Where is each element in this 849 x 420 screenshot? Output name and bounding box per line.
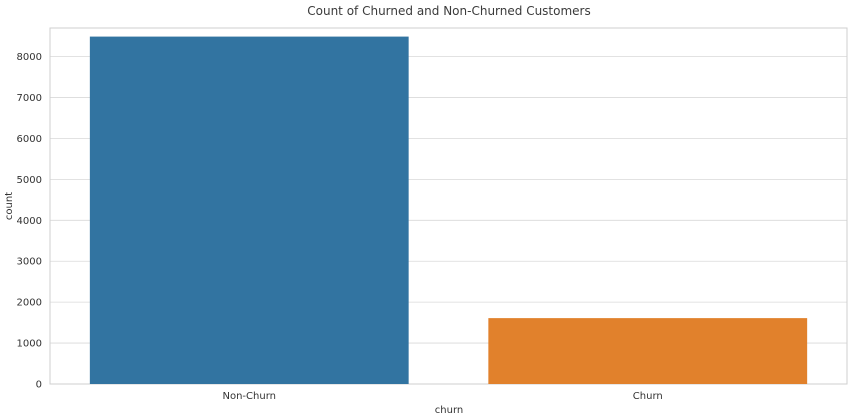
bars <box>89 36 808 384</box>
y-tick-label: 7000 <box>17 93 42 104</box>
y-tick-label: 4000 <box>17 216 42 227</box>
bar-non-churn <box>89 36 409 384</box>
y-tick-label: 0 <box>36 380 42 391</box>
y-axis-ticks: 0 1000 2000 3000 4000 5000 6000 7000 8000 <box>17 52 42 390</box>
x-axis-ticks: Non-Churn Churn <box>223 391 663 402</box>
y-tick-label: 6000 <box>17 134 42 145</box>
plot-frame <box>49 27 848 385</box>
bar-churn <box>488 318 808 384</box>
x-tick-label: Non-Churn <box>223 391 276 402</box>
y-tick-label: 3000 <box>17 257 42 268</box>
x-tick-label: Churn <box>633 391 663 402</box>
y-tick-label: 1000 <box>17 339 42 350</box>
y-tick-label: 2000 <box>17 298 42 309</box>
chart-title: Count of Churned and Non-Churned Custome… <box>307 4 590 18</box>
y-tick-label: 5000 <box>17 175 42 186</box>
y-axis-label: count <box>4 192 15 220</box>
y-tick-label: 8000 <box>17 52 42 63</box>
x-axis-label: churn <box>435 405 463 416</box>
